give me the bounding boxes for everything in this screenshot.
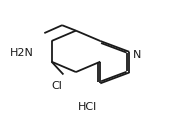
Text: HCl: HCl [78, 102, 97, 112]
Text: N: N [133, 50, 141, 60]
Text: Cl: Cl [52, 81, 62, 91]
Text: H2N: H2N [10, 48, 33, 58]
